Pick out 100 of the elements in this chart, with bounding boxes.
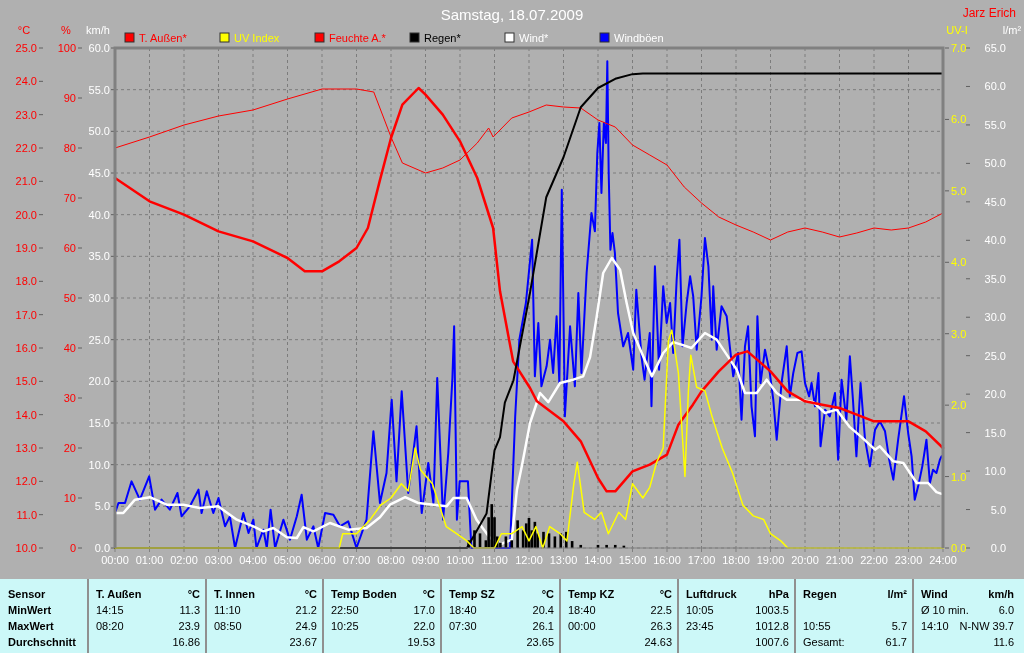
text: 23.65 [526, 636, 554, 648]
text: 08:50 [214, 620, 242, 632]
y2-tick-label: 60 [63, 242, 76, 254]
text: °C [304, 588, 318, 600]
text: l/m² [887, 588, 908, 600]
y2-tick-label: 35.0 [984, 272, 1006, 285]
y2-tick-label: 5.0 [990, 503, 1006, 516]
y2-tick-label: 70 [63, 192, 76, 204]
x-tick-label: 05:00 [273, 554, 302, 566]
y2-tick-label: 25.0 [984, 349, 1006, 362]
y2-tick-label: 30.0 [984, 311, 1006, 324]
text: °C [422, 588, 436, 600]
y3-tick-label: 35.0 [88, 250, 110, 263]
text: 1007.6 [755, 636, 789, 648]
text: °C [187, 588, 201, 600]
text: 07:30 [449, 620, 477, 632]
y-tick-label: 19.0 [15, 242, 37, 254]
y2-tick-label: 0 [69, 542, 76, 554]
y3-axis-title: km/h [86, 24, 110, 36]
x-tick-label: 02:00 [170, 554, 198, 566]
text: 61.7 [885, 636, 907, 648]
legend-label: Windböen [614, 32, 664, 44]
y-tick-label: 22.0 [15, 142, 37, 154]
y2-tick-label: 10.0 [984, 465, 1006, 478]
y2-tick-label: 65.0 [984, 42, 1006, 54]
y-tick-label: 23.0 [15, 108, 37, 121]
y-tick-label: 4.0 [951, 256, 967, 269]
x-tick-label: 10:00 [446, 554, 474, 566]
x-tick-label: 17:00 [687, 554, 716, 566]
text: 18:40 [449, 604, 477, 616]
y2-tick-label: 0.0 [990, 542, 1006, 554]
y2-tick-label: 90 [63, 92, 76, 104]
y2-tick-label: 50.0 [984, 157, 1006, 170]
y3-tick-label: 30.0 [88, 292, 110, 304]
y-tick-label: 24.0 [15, 75, 37, 88]
text: 10:55 [803, 620, 831, 632]
text: 6.0 [998, 604, 1014, 616]
text: 26.1 [532, 620, 554, 632]
x-tick-label: 22:00 [860, 554, 888, 566]
text: 16.86 [172, 636, 200, 648]
text: 20.4 [532, 604, 554, 616]
y-tick-label: 20.0 [15, 208, 37, 221]
y-tick-label: 18.0 [15, 275, 37, 288]
y3-tick-label: 50.0 [88, 125, 110, 138]
y2-axis-title: l/m² [1002, 24, 1022, 36]
y-tick-label: 13.0 [15, 442, 37, 454]
y-axis-title: °C [17, 24, 31, 36]
legend-label: Feuchte A.* [329, 32, 387, 44]
y-tick-label: 11.0 [16, 508, 37, 521]
y2-tick-label: 40 [63, 342, 76, 354]
y3-tick-label: 60.0 [88, 42, 110, 54]
text: 22.5 [650, 604, 672, 616]
text: 18:40 [568, 604, 596, 616]
text: 23.9 [178, 620, 200, 632]
text: Sensor [8, 588, 47, 600]
y2-tick-label: 45.0 [984, 195, 1006, 208]
text: 24.9 [295, 620, 317, 632]
text: 26.3 [650, 620, 672, 632]
y3-tick-label: 20.0 [88, 375, 110, 388]
legend-label: Regen* [424, 32, 462, 44]
x-tick-label: 24:00 [929, 554, 957, 566]
text: °C [659, 588, 673, 600]
text: 08:20 [96, 620, 124, 632]
text: T. Innen [214, 588, 256, 600]
x-tick-label: 13:00 [549, 554, 578, 566]
text: km/h [988, 588, 1015, 600]
text: N-NW 39.7 [959, 620, 1014, 632]
x-tick-label: 08:00 [377, 554, 405, 566]
text: Regen [803, 588, 837, 600]
text: 10:05 [686, 604, 714, 616]
x-tick-label: 06:00 [308, 554, 336, 566]
text: 21.2 [295, 604, 317, 616]
y-tick-label: 5.0 [951, 184, 967, 197]
y2-tick-label: 50 [63, 292, 76, 304]
text: Ø 10 min. [921, 604, 969, 616]
y2-tick-label: 30 [63, 392, 76, 404]
legend-label: T. Außen* [139, 32, 188, 44]
text: Wind [921, 588, 948, 600]
y-tick-label: 1.0 [951, 470, 967, 483]
y2-tick-label: 80 [63, 142, 76, 154]
x-tick-label: 11:00 [481, 554, 508, 566]
chart-title: Samstag, 18.07.2009 [440, 6, 584, 23]
text: 17.0 [413, 604, 435, 616]
y-axis-title: UV-I [946, 24, 968, 36]
y2-tick-label: 20.0 [984, 388, 1006, 401]
text: 5.7 [891, 620, 907, 632]
legend-label: Wind* [519, 32, 550, 44]
y3-tick-label: 25.0 [88, 333, 110, 346]
text: MaxWert [8, 620, 54, 632]
legend-label: UV Index [234, 32, 280, 44]
x-tick-label: 15:00 [618, 554, 647, 566]
text: 10:25 [331, 620, 359, 632]
y-tick-label: 15.0 [15, 375, 37, 388]
y-tick-label: 25.0 [15, 42, 37, 54]
text: 14:10 [921, 620, 949, 632]
text: MinWert [8, 604, 52, 616]
y2-tick-label: 55.0 [984, 118, 1006, 131]
x-tick-label: 20:00 [791, 554, 819, 566]
y-tick-label: 17.0 [15, 308, 37, 321]
y-tick-label: 0.0 [951, 542, 967, 554]
